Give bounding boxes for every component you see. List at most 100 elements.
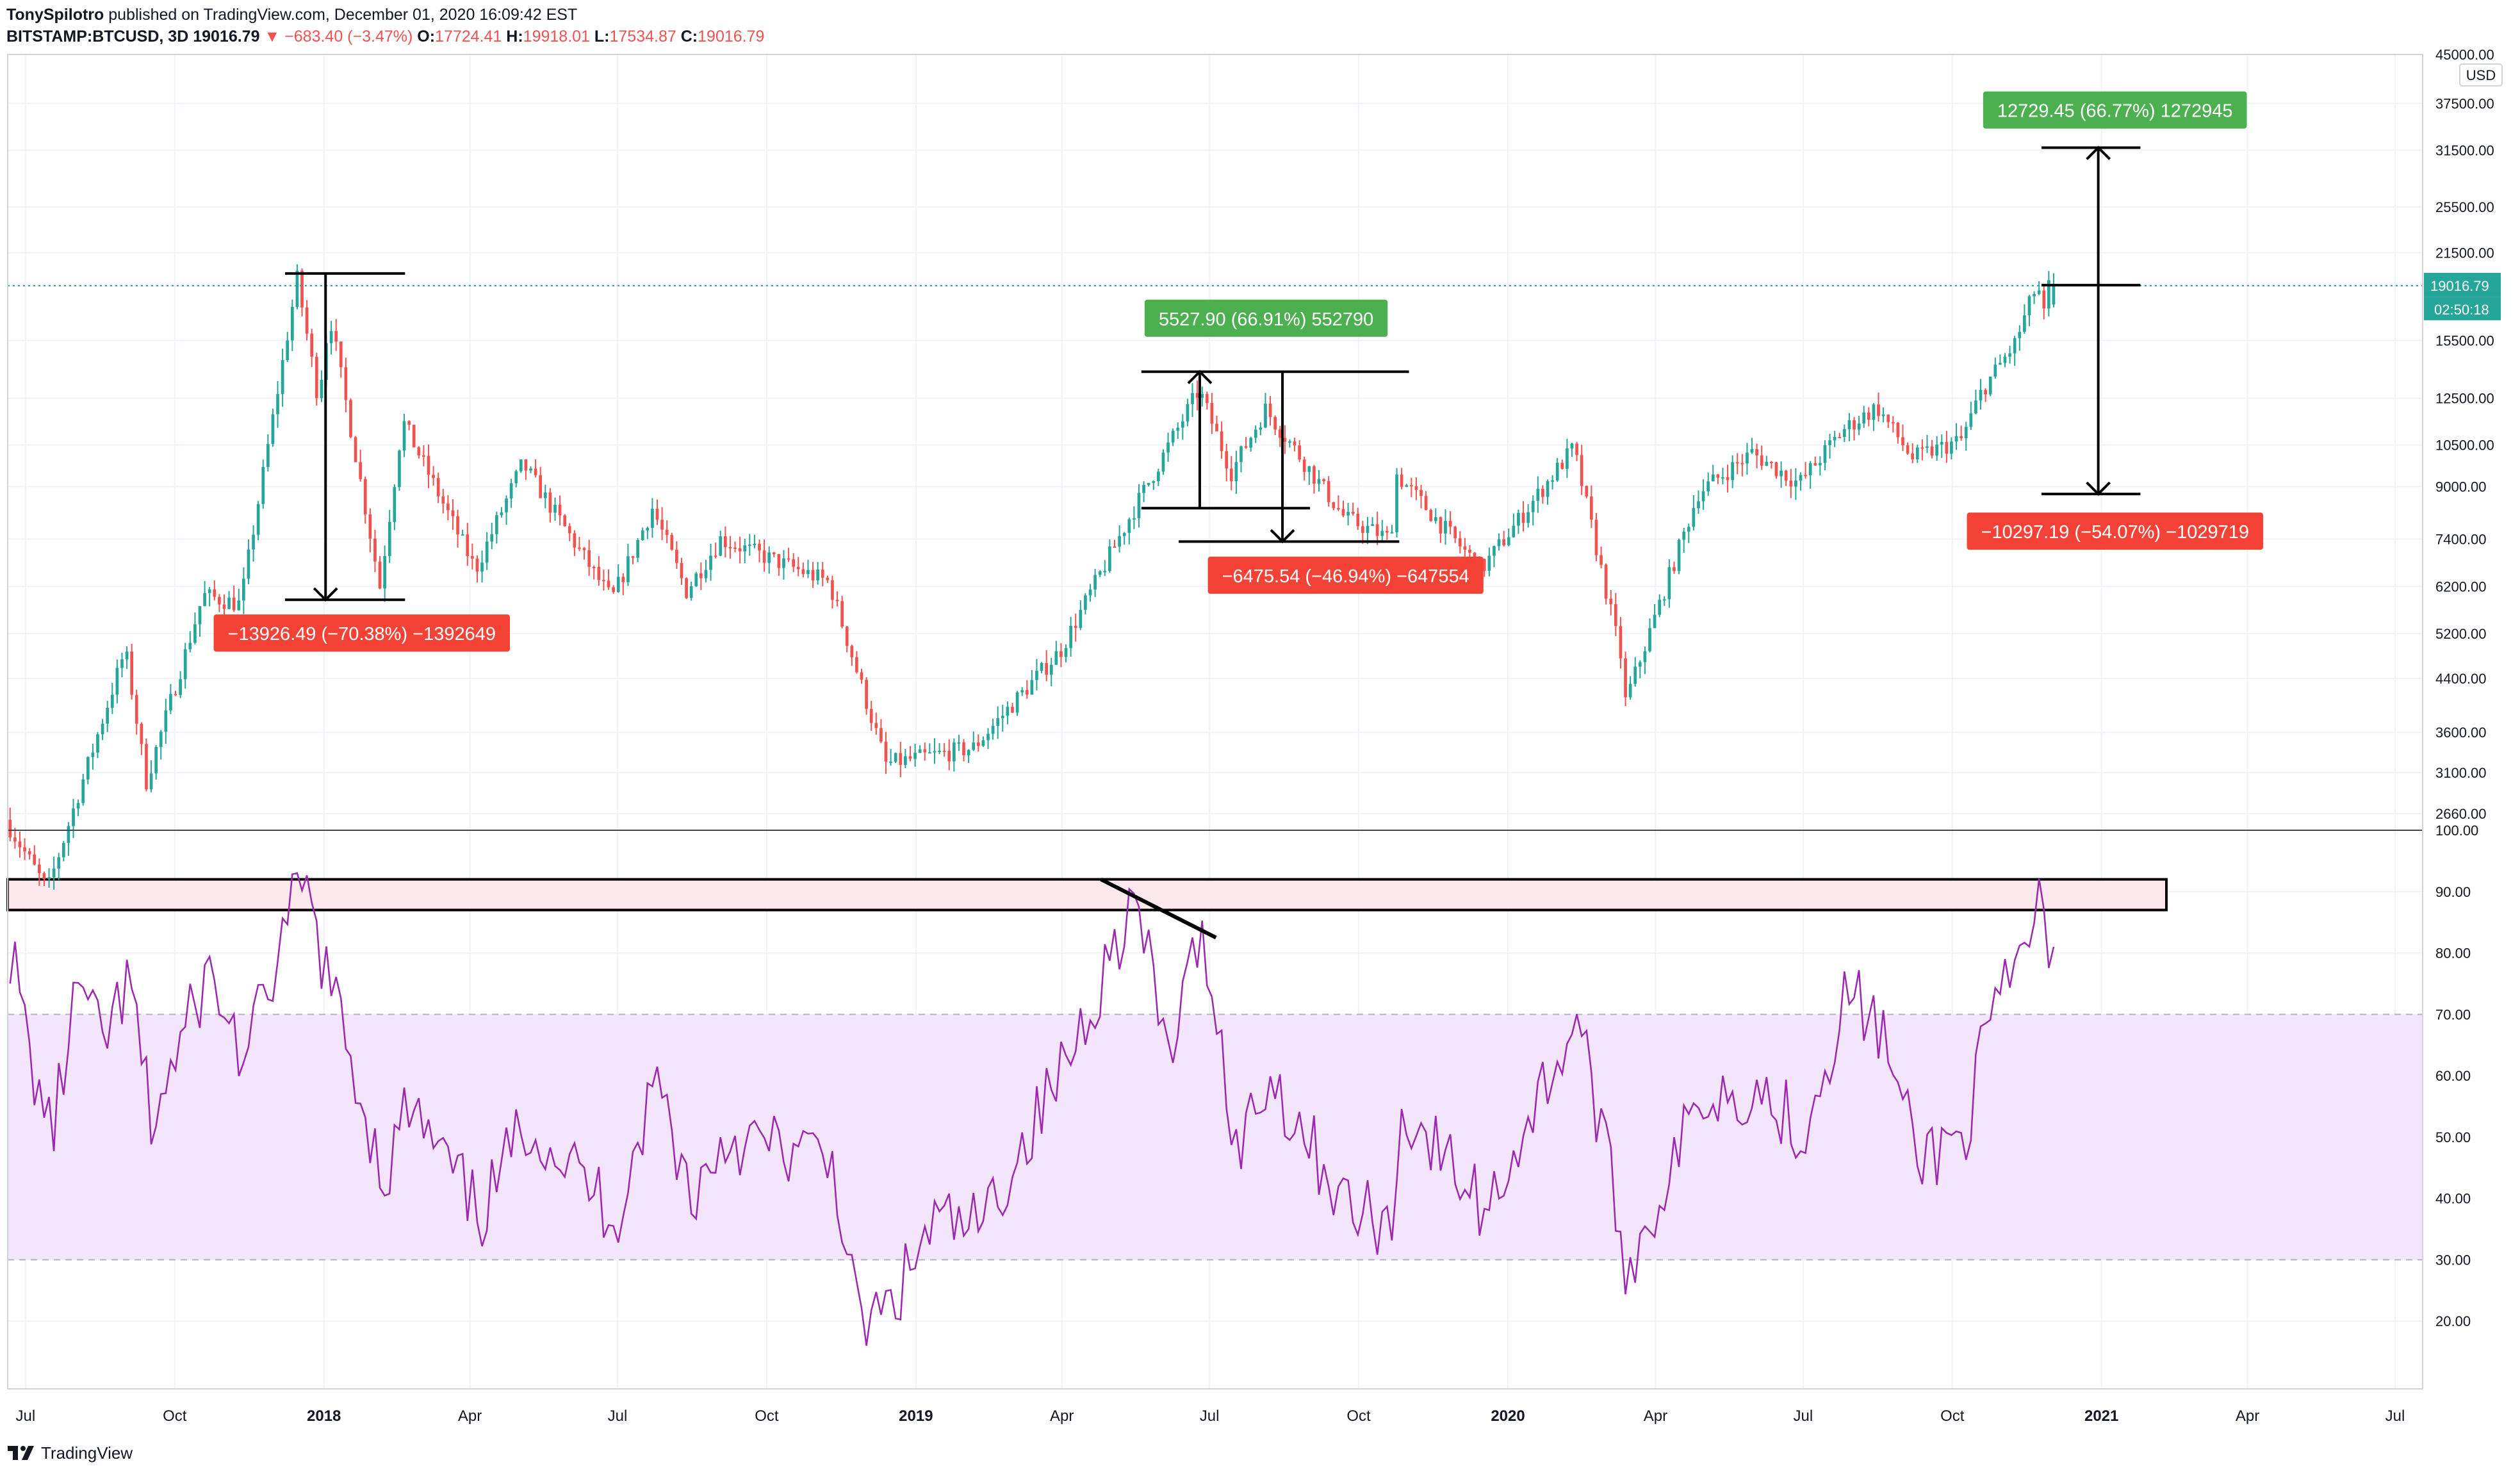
time-axis-label: Apr — [458, 1407, 482, 1425]
candle — [1288, 439, 1291, 448]
candle — [149, 760, 153, 792]
candle — [1974, 390, 1977, 414]
price-tick-label: 25500.00 — [2435, 199, 2494, 215]
candle — [1862, 406, 1866, 428]
candle — [1735, 453, 1739, 475]
time-axis-label: 2021 — [2084, 1407, 2118, 1425]
candle — [1512, 513, 1516, 538]
candle — [198, 606, 202, 637]
candle — [651, 498, 654, 538]
candle — [256, 500, 260, 541]
candle — [1755, 443, 1758, 468]
candle — [694, 571, 698, 587]
candle — [850, 644, 854, 666]
arrowhead-icon — [2086, 481, 2111, 496]
candle — [972, 731, 976, 751]
drawings[interactable] — [284, 145, 2141, 940]
candle — [383, 545, 386, 602]
candle — [942, 743, 946, 757]
candle — [2023, 304, 2026, 334]
candle — [709, 543, 712, 581]
currency-badge[interactable]: USD — [2459, 63, 2503, 86]
candle — [962, 739, 965, 762]
candle — [1667, 559, 1671, 608]
loss-label: −10297.19 (−54.07%) −1029719 — [1967, 512, 2263, 550]
candle — [1463, 537, 1467, 557]
candle — [1555, 457, 1559, 482]
candle — [227, 591, 231, 610]
author-name[interactable]: TonySpilotro — [6, 6, 104, 24]
candle — [1322, 478, 1325, 485]
candle — [1833, 430, 1837, 447]
candle — [47, 868, 51, 888]
candle — [1161, 449, 1165, 475]
close-value: 19016.79 — [698, 28, 765, 45]
candle — [1361, 520, 1364, 544]
candle — [1950, 437, 1953, 460]
candle — [743, 538, 747, 564]
candle — [1935, 436, 1939, 461]
symbol-label[interactable]: BITSTAMP:BTCUSD, 3D — [6, 28, 189, 45]
arrowhead-icon — [313, 587, 338, 602]
candle — [811, 562, 815, 588]
candle — [432, 466, 435, 486]
candle — [2042, 285, 2046, 320]
candle — [1307, 466, 1311, 485]
candle — [1546, 479, 1550, 505]
candle — [1015, 691, 1019, 716]
candle — [855, 651, 858, 674]
candle — [874, 712, 878, 735]
candle — [57, 853, 61, 880]
candle — [344, 357, 348, 413]
candle — [2013, 336, 2017, 366]
candle — [1915, 445, 1919, 463]
arrowhead-icon — [1270, 529, 1295, 544]
overbought-zone-box[interactable] — [6, 878, 2168, 912]
gain-label: 12729.45 (66.77%) 1272945 — [1983, 91, 2247, 129]
candle — [1337, 495, 1340, 511]
candle — [1220, 421, 1223, 459]
rsi-tick-label: 100.00 — [2435, 823, 2478, 839]
price-tick-label: 31500.00 — [2435, 142, 2494, 158]
candle — [1643, 646, 1647, 675]
price-tick-label: 5200.00 — [2435, 626, 2487, 642]
price-tick-label: 7400.00 — [2435, 531, 2487, 547]
candle — [1877, 392, 1880, 422]
bar-countdown-badge: 02:50:18 — [2424, 297, 2501, 320]
candle — [1857, 416, 1861, 436]
candle — [1380, 520, 1384, 542]
candle — [1842, 424, 1846, 443]
candle — [480, 550, 484, 583]
candle — [2047, 271, 2050, 316]
candle — [471, 543, 474, 570]
time-axis-label: Apr — [1644, 1407, 1667, 1425]
candle — [1127, 517, 1131, 545]
candle — [159, 730, 163, 760]
candle — [252, 525, 255, 562]
candle — [558, 495, 562, 526]
rsi-trendline[interactable] — [1100, 877, 1217, 940]
candle — [1181, 414, 1184, 440]
candle — [1566, 438, 1569, 478]
time-axis-label: 2019 — [899, 1407, 933, 1425]
candle — [670, 532, 674, 551]
candle — [61, 840, 65, 862]
candle — [145, 738, 148, 792]
candle — [908, 746, 912, 762]
candle — [154, 744, 158, 780]
candle — [1507, 528, 1510, 546]
tradingview-brand[interactable]: TradingView — [41, 1443, 133, 1463]
candle — [1993, 357, 1997, 379]
candle — [1784, 470, 1788, 486]
candle — [1439, 516, 1443, 543]
candle — [91, 744, 95, 770]
candle — [2018, 325, 2022, 351]
candle — [1711, 464, 1715, 482]
candle — [1760, 445, 1763, 470]
svg-text:12729.45 (66.77%) 1272945: 12729.45 (66.77%) 1272945 — [1997, 101, 2233, 122]
candle — [976, 734, 980, 752]
candle — [655, 499, 659, 525]
candle — [1984, 388, 1987, 402]
price-change: −683.40 (−3.47%) — [284, 28, 413, 45]
